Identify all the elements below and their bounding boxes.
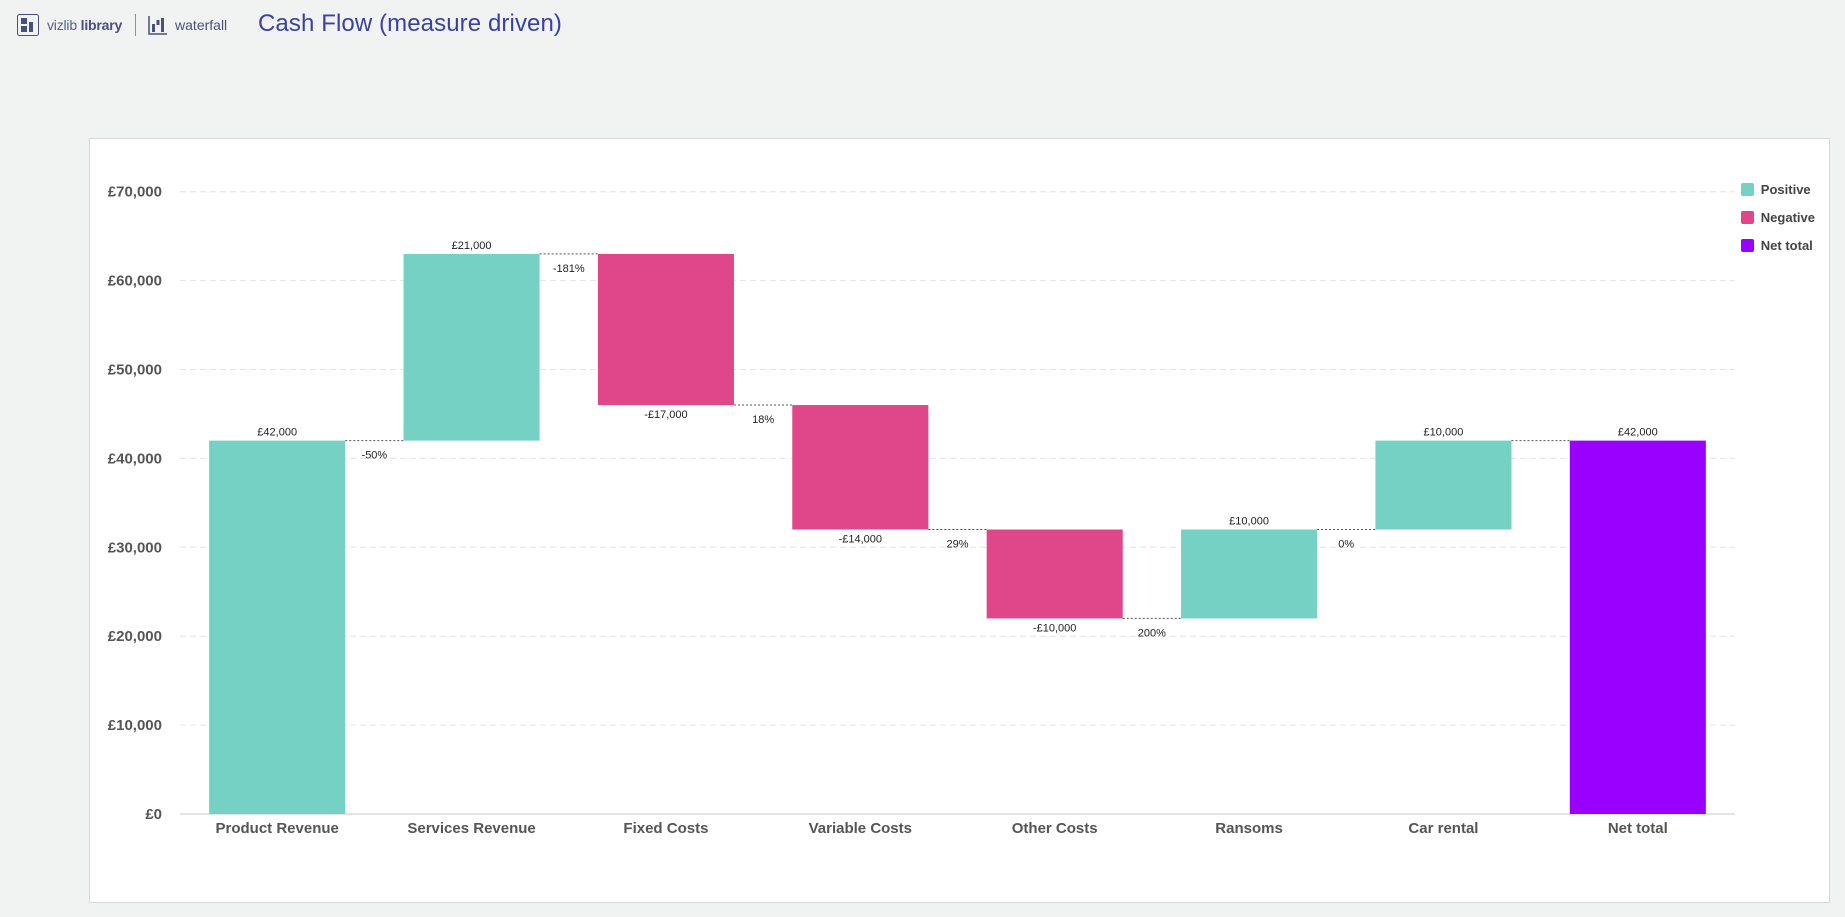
y-tick-label: £20,000 (108, 628, 162, 645)
brand: vizlib library waterfall (17, 14, 227, 36)
bar-other-costs[interactable] (986, 529, 1123, 619)
x-tick-label: Car rental (1408, 820, 1478, 837)
page-title: Cash Flow (measure driven) (258, 10, 563, 37)
y-tick-label: £30,000 (108, 539, 162, 556)
bar-fixed-costs[interactable] (597, 253, 734, 406)
brand-divider (135, 14, 137, 36)
data-label: £42,000 (257, 427, 297, 439)
y-tick-label: £50,000 (108, 362, 162, 379)
legend-label-net-total: Net total (1760, 237, 1813, 253)
chart-legend: Positive Negative Net total (1740, 175, 1815, 259)
bar-product-revenue[interactable] (209, 440, 346, 814)
extension-name: waterfall (175, 17, 228, 33)
legend-swatch-net-total (1740, 238, 1754, 252)
change-label: 29% (946, 539, 968, 551)
legend-item-net-total[interactable]: Net total (1740, 231, 1815, 259)
waterfall-chart-icon (148, 16, 168, 35)
data-label: -£14,000 (839, 534, 882, 546)
change-label: 200% (1138, 627, 1166, 639)
legend-item-positive[interactable]: Positive (1740, 175, 1815, 203)
bar-net-total[interactable] (1569, 440, 1706, 814)
x-tick-label: Other Costs (1012, 820, 1098, 837)
x-tick-label: Services Revenue (407, 820, 535, 837)
y-tick-label: £70,000 (108, 184, 162, 201)
legend-label-positive: Positive (1760, 181, 1811, 197)
data-label: £21,000 (452, 240, 492, 252)
bar-ransoms[interactable] (1181, 529, 1318, 619)
legend-label-negative: Negative (1760, 209, 1815, 225)
change-label: -50% (362, 450, 388, 462)
bar-services-revenue[interactable] (403, 253, 540, 441)
data-label: -£10,000 (1033, 622, 1076, 634)
data-label: £42,000 (1618, 427, 1658, 439)
legend-swatch-positive (1740, 182, 1754, 196)
top-bar: vizlib library waterfall Cash Flow (meas… (0, 0, 1845, 52)
x-tick-label: Variable Costs (809, 820, 912, 837)
data-label: £10,000 (1229, 516, 1269, 528)
change-label: 18% (752, 414, 774, 426)
x-tick-label: Net total (1608, 820, 1668, 837)
bar-variable-costs[interactable] (792, 405, 929, 530)
data-label: £10,000 (1424, 427, 1464, 439)
legend-swatch-negative (1740, 210, 1754, 224)
y-tick-label: £0 (145, 806, 162, 823)
y-tick-label: £40,000 (108, 450, 162, 467)
y-tick-label: £10,000 (108, 717, 162, 734)
waterfall-chart[interactable]: £0 £10,000 £20,000 £30,000 £40,000 £50,000 £60… (90, 139, 1831, 904)
vizlib-logo-icon (17, 14, 39, 36)
legend-item-negative[interactable]: Negative (1740, 203, 1815, 231)
x-tick-label: Ransoms (1215, 820, 1283, 837)
y-tick-label: £60,000 (108, 273, 162, 290)
change-label: -181% (553, 263, 585, 275)
bar-car-rental[interactable] (1375, 440, 1512, 530)
brand-name: vizlib library (47, 17, 123, 33)
change-label: 0% (1338, 539, 1354, 551)
x-tick-label: Product Revenue (216, 820, 339, 837)
chart-panel: £0 £10,000 £20,000 £30,000 £40,000 £50,000 £60… (89, 138, 1830, 903)
x-tick-label: Fixed Costs (623, 820, 708, 837)
data-label: -£17,000 (644, 409, 687, 421)
